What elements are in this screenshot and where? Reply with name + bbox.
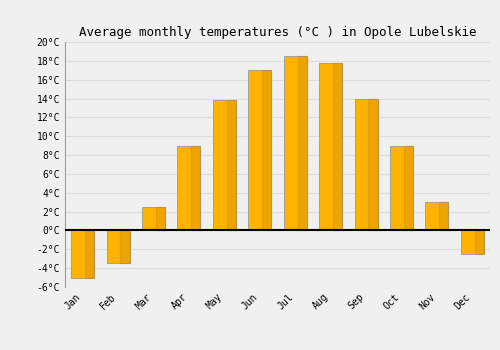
- Bar: [248, 70, 272, 230]
- Bar: [192, 146, 200, 230]
- Bar: [368, 99, 378, 230]
- Bar: [85, 230, 94, 278]
- Bar: [319, 63, 342, 230]
- Bar: [426, 202, 448, 230]
- Bar: [284, 56, 306, 230]
- Bar: [461, 230, 484, 254]
- Bar: [404, 146, 413, 230]
- Bar: [106, 230, 130, 264]
- Bar: [439, 202, 448, 230]
- Bar: [262, 70, 272, 230]
- Bar: [71, 230, 94, 278]
- Bar: [142, 207, 165, 230]
- Bar: [333, 63, 342, 230]
- Bar: [474, 230, 484, 254]
- Bar: [298, 56, 306, 230]
- Bar: [226, 100, 236, 230]
- Title: Average monthly temperatures (°C ) in Opole Lubelskie: Average monthly temperatures (°C ) in Op…: [79, 27, 476, 40]
- Bar: [120, 230, 130, 264]
- Bar: [178, 146, 201, 230]
- Bar: [390, 146, 413, 230]
- Bar: [156, 207, 165, 230]
- Bar: [354, 99, 378, 230]
- Bar: [213, 100, 236, 230]
